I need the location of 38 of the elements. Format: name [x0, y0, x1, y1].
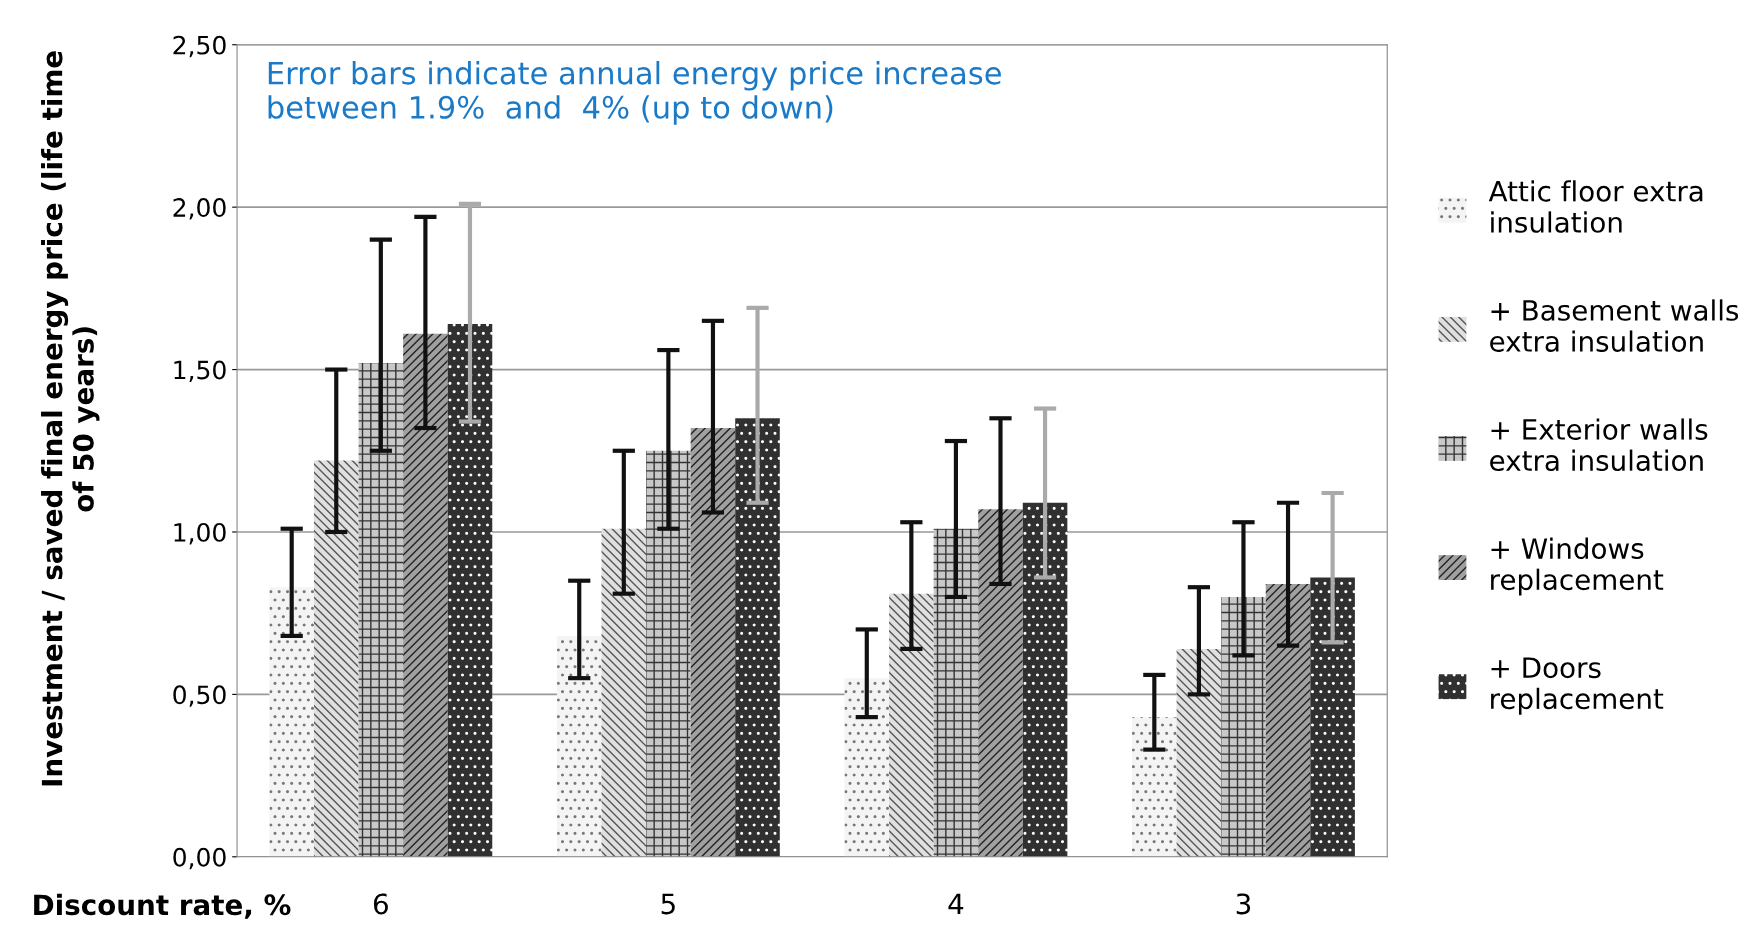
y-axis-title: Investment / saved final energy price (life time of 50 years) [41, 51, 100, 786]
x-axis-title: Discount rate, % [34, 893, 291, 919]
bar [1265, 583, 1311, 857]
bar [358, 363, 404, 857]
legend-label: + Exterior walls extra insulation [1490, 418, 1708, 472]
legend-label: + Basement walls extra insulation [1490, 299, 1739, 352]
bar [1310, 577, 1355, 857]
bar [313, 460, 359, 857]
bar [269, 587, 314, 857]
bar [403, 333, 448, 857]
bar [735, 418, 780, 857]
bar [1132, 717, 1177, 857]
bar [447, 324, 493, 857]
bar [1221, 596, 1266, 857]
bar [889, 593, 934, 857]
bar [1022, 502, 1068, 857]
y-tick-label: 0,50 [173, 685, 226, 707]
annotation: Error bars indicate annual energy price increase between 1.9% and 4% (up to down) [268, 60, 1001, 125]
y-tick-label: 2,50 [173, 35, 226, 58]
x-tick-label: 4 [948, 893, 964, 915]
bar [933, 528, 979, 857]
x-tick-label: 3 [1236, 893, 1251, 915]
bar [978, 509, 1023, 857]
bar [601, 528, 647, 857]
bar [646, 450, 691, 857]
x-tick-label: 6 [373, 893, 388, 915]
bar [844, 678, 890, 857]
y-tick-label: 1,50 [174, 360, 226, 382]
legend-label: + Doors replacement [1491, 657, 1664, 715]
legend-label: Attic floor extra insulation [1488, 180, 1703, 233]
y-tick-label: 2,00 [173, 198, 226, 220]
bar [690, 428, 736, 857]
bar [556, 635, 602, 857]
x-tick-label: 5 [661, 893, 675, 915]
legend-label: + Windows replacement [1491, 537, 1664, 596]
y-tick-label: 0,00 [173, 847, 226, 870]
y-tick-label: 1,00 [174, 522, 226, 545]
bar [1176, 648, 1222, 857]
